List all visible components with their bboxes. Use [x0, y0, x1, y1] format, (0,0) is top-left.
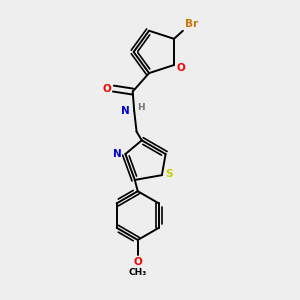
- Text: N: N: [113, 149, 122, 159]
- Text: O: O: [176, 63, 185, 73]
- Text: H: H: [137, 103, 145, 112]
- Text: O: O: [103, 84, 111, 94]
- Text: CH₃: CH₃: [129, 268, 147, 277]
- Text: S: S: [166, 169, 173, 179]
- Text: Br: Br: [185, 19, 198, 29]
- Text: N: N: [122, 106, 130, 116]
- Text: O: O: [134, 257, 142, 267]
